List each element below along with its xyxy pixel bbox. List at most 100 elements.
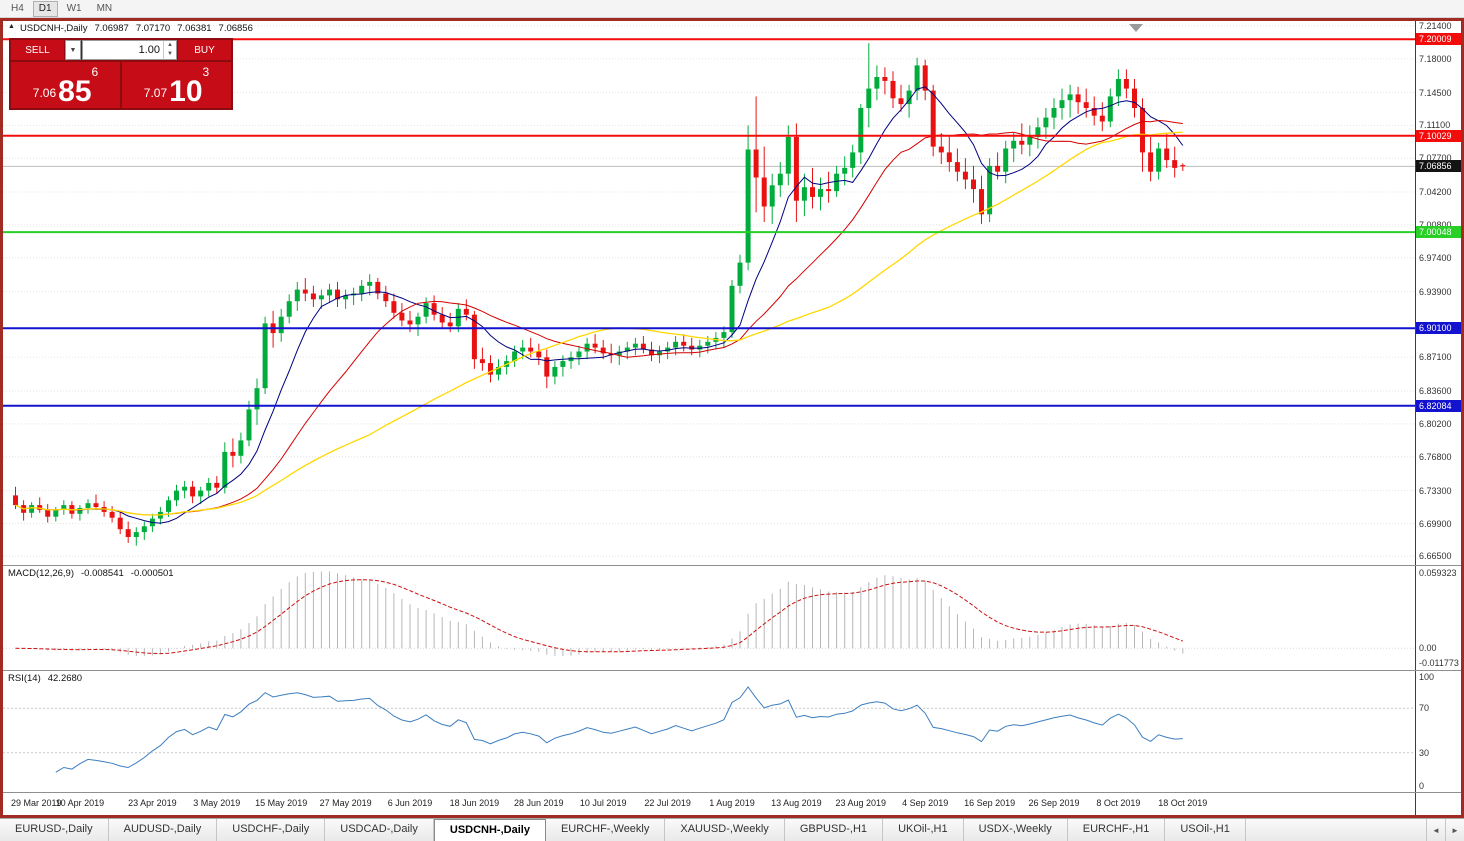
macd-label: MACD(12,26,9) — [8, 568, 74, 579]
buy-button[interactable]: BUY — [178, 40, 231, 60]
date-label: 6 Jun 2019 — [387, 798, 433, 808]
macd-min-label: -0.011773 — [1419, 658, 1459, 668]
macd-indicator[interactable] — [3, 566, 1415, 670]
price-tick: 6.97400 — [1419, 252, 1452, 263]
tab-scroll-left-button[interactable]: ◄ — [1426, 819, 1445, 841]
rsi-line — [55, 686, 1183, 773]
date-label: 8 Oct 2019 — [1096, 798, 1141, 808]
price-tick: 7.14500 — [1419, 87, 1452, 98]
price-tick: 6.69900 — [1419, 518, 1452, 529]
volume-field[interactable]: 1.00 ▲ ▼ — [82, 40, 177, 60]
rsi-axis-label: 0 — [1419, 781, 1425, 791]
chart-tab[interactable]: EURCHF-,H1 — [1068, 819, 1166, 841]
volume-increase-button[interactable]: ▲ — [167, 42, 173, 48]
timeframe-button-w1[interactable]: W1 — [66, 2, 82, 14]
date-label: 18 Oct 2019 — [1158, 798, 1208, 808]
rsi-value: 42.2680 — [47, 673, 83, 684]
chart-tab[interactable]: USDCAD-,Daily — [325, 819, 434, 841]
timeframe-button-mn[interactable]: MN — [96, 2, 113, 14]
one-click-trading-panel: SELL ▼ 1.00 ▲ ▼ BUY 7.06 — [9, 38, 233, 110]
quote-close: 7.06856 — [218, 23, 253, 34]
date-label: 23 Aug 2019 — [835, 798, 887, 808]
quote-low: 7.06381 — [177, 23, 212, 34]
rsi-plot[interactable]: RSI(14) 42.2680 — [3, 671, 1415, 792]
chart-tab[interactable]: USOil-,H1 — [1165, 819, 1246, 841]
chart-tab[interactable]: USDCHF-,Daily — [217, 819, 326, 841]
date-label: 15 May 2019 — [255, 798, 308, 808]
chart-tab[interactable]: AUDUSD-,Daily — [109, 819, 218, 841]
current-price-label: 7.06856 — [1416, 160, 1461, 173]
sell-price-pip-digit: 6 — [91, 65, 99, 79]
buy-price-pip-digit: 3 — [202, 65, 210, 79]
chart-tab[interactable]: UKOil-,H1 — [883, 819, 964, 841]
moving-average-lines — [15, 86, 1184, 524]
price-tick: 6.66500 — [1419, 551, 1452, 562]
price-tick: 6.73300 — [1419, 485, 1452, 496]
price-tick: 7.11100 — [1419, 120, 1451, 131]
date-label: 10 Jul 2019 — [579, 798, 627, 808]
volume-value: 1.00 — [138, 44, 160, 56]
price-tick: 6.76800 — [1419, 451, 1452, 462]
macd-main-value: -0.008541 — [81, 568, 124, 579]
quote-high: 7.07170 — [135, 23, 171, 34]
price-tick: 7.18000 — [1419, 53, 1452, 64]
rsi-level-lines — [3, 707, 1415, 754]
level-price-label: 7.20009 — [1416, 33, 1461, 46]
price-tick: 6.80200 — [1419, 418, 1452, 429]
rsi-axis-label: 100 — [1419, 672, 1435, 682]
candlestick-chart[interactable] — [3, 21, 1415, 565]
level-price-label: 6.90100 — [1416, 322, 1461, 335]
price-tick: 7.04200 — [1419, 187, 1452, 197]
date-label: 10 Apr 2019 — [55, 798, 105, 808]
timeframe-button-d1[interactable]: D1 — [32, 0, 58, 17]
rsi-indicator[interactable] — [3, 671, 1415, 792]
level-price-label: 7.10029 — [1416, 129, 1461, 142]
collapse-icon[interactable]: ▲ — [8, 23, 15, 30]
price-axis[interactable]: 7.21400 7.18000 7.14500 7.11100 7.07700 7.042… — [1415, 21, 1461, 565]
chart-tab[interactable]: EURCHF-,Weekly — [546, 819, 666, 841]
chart-title: ▲ USDCNH-,Daily 7.06987 7.07170 7.06381 … — [8, 23, 253, 34]
main-chart-plot[interactable]: ▲ USDCNH-,Daily 7.06987 7.07170 7.06381 … — [3, 21, 1415, 565]
price-tick: 7.21400 — [1419, 21, 1452, 31]
chart-tab[interactable]: USDCNH-,Daily — [433, 819, 546, 841]
chart-window: ▲ USDCNH-,Daily 7.06987 7.07170 7.06381 … — [0, 18, 1464, 818]
chart-tab[interactable]: USDX-,Weekly — [964, 819, 1068, 841]
buy-price-button[interactable]: 7.07 10 3 — [122, 62, 231, 108]
chart-tab[interactable]: XAUUSD-,Weekly — [665, 819, 785, 841]
chart-tab[interactable]: EURUSD-,Daily — [0, 819, 109, 841]
macd-zero-label: 0.00 — [1419, 643, 1437, 654]
macd-axis[interactable]: 0.059323 0.00 -0.011773 — [1415, 566, 1461, 670]
sell-button[interactable]: SELL — [11, 40, 64, 60]
buy-price-prefix: 7.07 — [143, 86, 168, 100]
price-tick: 7.00800 — [1419, 219, 1452, 230]
macd-signal-line — [15, 579, 1183, 655]
timeframe-toolbar: H4 D1 W1 MN — [0, 0, 1464, 18]
macd-max-label: 0.059323 — [1419, 568, 1457, 578]
chart-tab[interactable]: GBPUSD-,H1 — [785, 819, 884, 841]
rsi-axis-label: 70 — [1419, 703, 1430, 714]
price-tick: 7.07700 — [1419, 153, 1452, 164]
macd-signal-value: -0.000501 — [130, 568, 174, 579]
date-label: 28 Jun 2019 — [514, 798, 564, 808]
order-settings-dropdown[interactable]: ▼ — [65, 40, 81, 60]
chart-symbol-label: USDCNH-,Daily — [19, 23, 88, 34]
rsi-axis[interactable]: 100 70 30 0 — [1415, 671, 1461, 792]
macd-plot[interactable]: MACD(12,26,9) -0.008541 -0.000501 — [3, 566, 1415, 670]
timeframe-button-h4[interactable]: H4 — [11, 2, 24, 14]
sell-price-prefix: 7.06 — [32, 86, 57, 100]
tab-scroll-right-button[interactable]: ► — [1445, 819, 1464, 841]
level-price-label: 7.00048 — [1416, 226, 1461, 239]
date-label: 29 Mar 2019 — [11, 798, 62, 808]
date-axis[interactable]: 29 Mar 2019 10 Apr 2019 23 Apr 2019 3 May 2… — [3, 793, 1415, 815]
date-label: 16 Sep 2019 — [964, 798, 1016, 808]
candles — [13, 43, 1186, 546]
date-label: 22 Jul 2019 — [644, 798, 691, 808]
rsi-label: RSI(14) — [8, 673, 41, 684]
buy-price-big-digits: 10 — [169, 75, 203, 108]
date-label: 13 Aug 2019 — [771, 798, 822, 808]
volume-decrease-button[interactable]: ▼ — [167, 51, 173, 57]
price-tick: 6.87100 — [1419, 352, 1452, 363]
sell-price-button[interactable]: 7.06 85 6 — [11, 62, 120, 108]
date-label: 26 Sep 2019 — [1028, 798, 1080, 808]
date-label: 1 Aug 2019 — [709, 798, 755, 808]
